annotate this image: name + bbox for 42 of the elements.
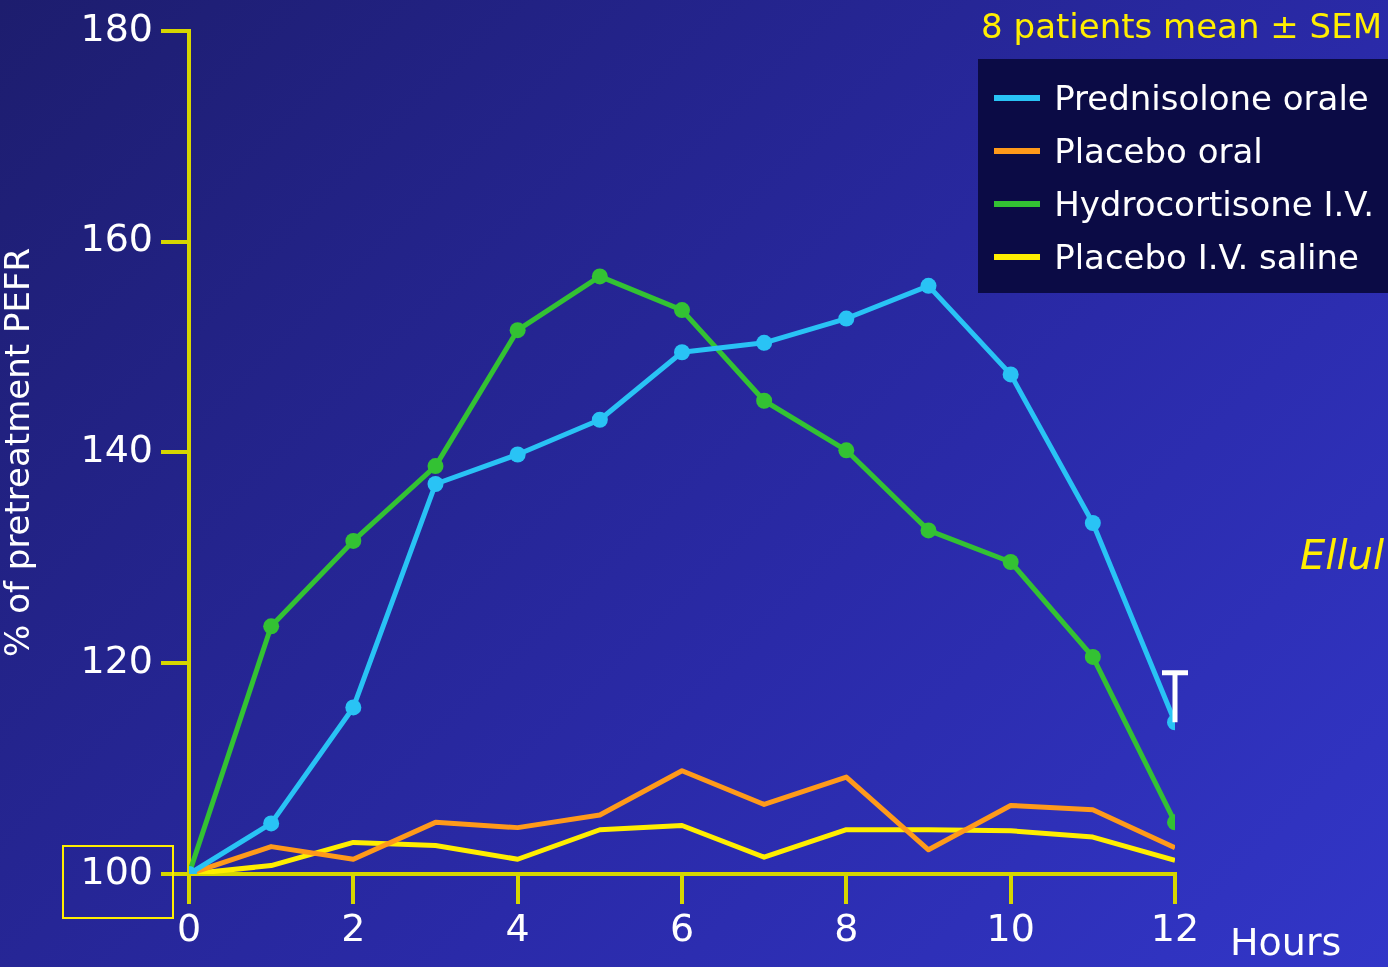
legend-label: Placebo oral [1054,130,1263,171]
point [591,268,608,285]
y-tick-label: 140 [80,427,153,472]
x-tick-label: 10 [986,905,1035,950]
x-tick-label: 8 [834,905,859,950]
point [1002,366,1019,383]
y-tick-label: 100 [80,848,153,893]
point [509,446,526,463]
point [1084,648,1101,665]
x-tick-label: 4 [505,905,530,950]
point [427,458,444,475]
legend-label: Prednisolone orale [1054,77,1369,118]
point [591,411,608,428]
point [427,476,444,493]
annotation: 8 patients mean ± SEM [981,6,1382,46]
point [674,302,690,319]
y-axis-title: % of pretreatment PEFR [0,247,38,657]
point [345,699,362,716]
point [1002,554,1019,571]
point [838,442,855,459]
point [838,310,855,327]
point [920,277,937,294]
point [1084,515,1101,532]
y-tick-label: 120 [80,638,153,683]
point [756,392,773,409]
point [509,322,526,339]
point [920,522,937,539]
x-tick-label: 0 [176,905,202,950]
point [756,334,773,351]
x-tick-label: 12 [1150,905,1200,950]
x-tick-label: 2 [341,905,366,950]
legend-label: Hydrocortisone I.V. [1054,183,1374,224]
y-tick-label: 160 [80,216,153,261]
point [263,815,280,832]
x-tick-label: 6 [669,905,695,950]
x-axis-title: Hours [1230,919,1342,964]
point [345,532,362,549]
text: Ellul [1300,532,1384,578]
legend-label: Placebo I.V. saline [1054,236,1359,277]
point [263,618,280,635]
y-tick-label: 180 [80,5,153,50]
point [674,344,690,361]
